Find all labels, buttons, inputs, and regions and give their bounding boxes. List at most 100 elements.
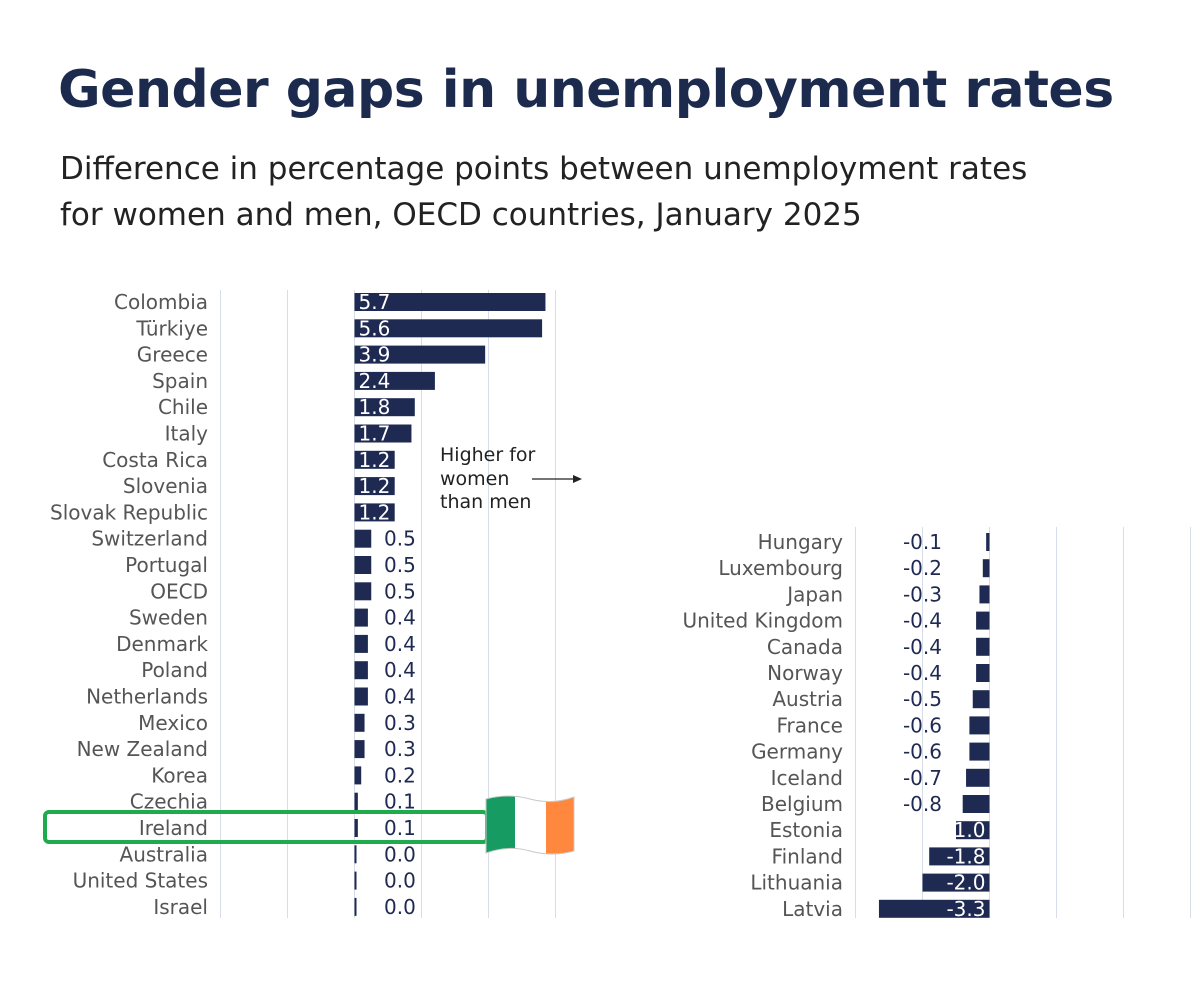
bar [982,559,990,578]
category-label: Italy [165,422,209,446]
bar-row-france: France -0.6 [776,713,990,737]
category-label: United Kingdom [682,609,843,633]
bar [354,766,362,785]
category-label: Colombia [114,290,208,314]
value-label: 0.4 [384,685,416,709]
bar [976,637,990,656]
bar [969,716,990,735]
category-label: Switzerland [91,527,208,551]
bar [354,556,372,574]
bar [354,503,395,522]
bar-row-turkiye: Türkiye 5.6 [135,316,543,340]
category-label: Lithuania [750,871,843,895]
value-label: 1.2 [359,500,391,524]
value-label: 0.0 [384,895,416,919]
bar-row-austria: Austria -0.5 [772,687,990,711]
category-label: Spain [152,369,208,393]
category-label: Chile [158,395,208,419]
bar [354,293,546,311]
category-label: Austria [772,687,843,711]
value-label: 5.6 [359,316,391,340]
category-label: Luxembourg [718,556,843,580]
category-label: Portugal [125,553,208,577]
bar [354,319,543,338]
bar-row-australia: Australia 0.0 [120,842,416,866]
category-label: New Zealand [77,737,208,761]
category-label: Canada [767,635,843,659]
value-label: -1.0 [946,818,985,842]
value-label: 0.0 [384,869,416,893]
bar-row-chile: Chile 1.8 [158,395,415,419]
bar-row-colombia: Colombia 5.7 [114,290,546,314]
bar [969,742,990,761]
bar [354,634,368,653]
value-label: 0.4 [384,658,416,682]
bar [354,608,368,627]
value-label: 2.4 [359,369,391,393]
category-label: Denmark [116,632,208,656]
category-label: Korea [151,763,208,787]
bar [922,873,990,892]
value-label: 0.0 [384,842,416,866]
bar [354,529,372,548]
value-label: 0.5 [384,527,416,551]
category-label: Australia [120,842,208,866]
chart-subtitle: Difference in percentage points between … [60,146,1160,238]
value-label: 0.4 [384,632,416,656]
bar [878,899,990,918]
category-label: Finland [772,844,843,868]
annotation-higher-for-women: Higher for women than men [440,444,582,513]
bar [354,371,435,390]
bar-row-italy: Italy 1.7 [165,422,412,446]
subtitle-line-1: Difference in percentage points between … [60,151,1028,187]
annotation-line-3: than men [440,491,531,513]
bar [354,477,395,496]
bar-row-korea: Korea 0.2 [151,763,416,787]
category-label: Türkiye [135,316,208,340]
value-label: -1.8 [946,844,985,868]
value-label: -0.2 [903,556,942,580]
bar-row-united-kingdom: United Kingdom -0.4 [682,609,990,633]
bar [962,795,990,813]
bar-row-ireland: Ireland 0.1 [139,816,416,840]
value-label: -0.4 [903,609,942,633]
bar [354,582,372,601]
annotation-line-1: Higher for [440,444,536,466]
bar-row-denmark: Denmark 0.4 [116,632,416,656]
bar [354,398,415,417]
chart-title: Gender gaps in unemployment rates [58,60,1114,120]
value-label: -0.4 [903,661,942,685]
category-label: Japan [785,582,843,606]
bar-row-germany: Germany -0.6 [751,740,990,764]
bar-row-portugal: Portugal 0.5 [125,553,416,577]
value-label: 0.4 [384,606,416,630]
bar-row-costa-rica: Costa Rica 1.2 [102,448,395,472]
category-label: Israel [153,895,208,919]
ireland-highlight-box [43,810,489,844]
value-label: 0.2 [384,763,416,787]
category-label: Poland [141,658,208,682]
bar-row-slovenia: Slovenia 1.2 [123,474,395,498]
category-label: Ireland [139,816,208,840]
category-label: Estonia [769,818,843,842]
bar [354,740,365,759]
bar [976,611,990,630]
bar-row-slovak-republic: Slovak Republic 1.2 [50,500,395,524]
bar [354,687,368,706]
bar [354,450,395,469]
bar-row-sweden: Sweden 0.4 [129,606,416,630]
bar-row-greece: Greece 3.9 [137,343,486,367]
bar [966,768,990,787]
value-label: -2.0 [946,871,985,895]
bar [354,897,357,916]
bar-row-belgium: Belgium -0.8 [761,792,990,816]
bar-row-estonia: Estonia -1.0 [769,818,990,842]
bar-row-finland: Finland -1.8 [772,844,990,868]
value-label: -0.7 [903,766,942,790]
bar-row-luxembourg: Luxembourg -0.2 [718,556,990,580]
category-label: Netherlands [86,685,208,709]
bar-row-japan: Japan -0.3 [785,582,990,606]
value-label: -0.8 [903,792,942,816]
bar [354,424,412,443]
bar-row-czechia: Czechia 0.1 [130,790,416,814]
